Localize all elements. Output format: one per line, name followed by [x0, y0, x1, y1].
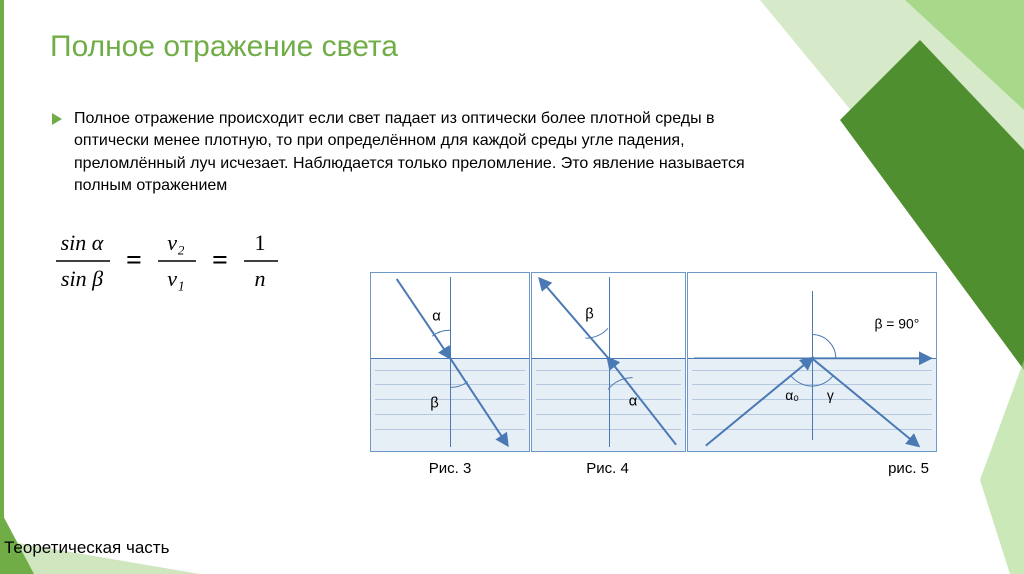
formula-mid-num: v₂ [167, 230, 185, 255]
slide-title: Полное отражение света [50, 30, 974, 64]
formula-rhs-num: 1 [255, 230, 266, 255]
footer-label: Теоретическая часть [4, 538, 169, 558]
bullet-triangle-icon [50, 112, 64, 126]
caption-fig3: Рис. 3 [370, 460, 530, 477]
caption-fig4: Рис. 4 [530, 460, 685, 477]
caption-fig5: рис. 5 [685, 460, 935, 477]
svg-text:=: = [212, 245, 228, 276]
svg-text:α: α [629, 393, 638, 409]
formula-rhs-den: n [255, 266, 266, 291]
svg-text:β: β [430, 395, 439, 411]
svg-text:=: = [126, 245, 142, 276]
svg-text:γ: γ [827, 387, 834, 403]
figure-captions: Рис. 3 Рис. 4 рис. 5 [370, 460, 935, 477]
formula-mid-den: v₁ [167, 266, 184, 291]
bullet-paragraph: Полное отражение происходит если свет па… [50, 108, 770, 198]
formula-lhs-den: sin β [61, 266, 103, 291]
formula-lhs-num: sin α [61, 230, 104, 255]
paragraph-text: Полное отражение происходит если свет па… [74, 108, 770, 198]
formula: sin α sin β = v₂ v₁ = 1 n [52, 224, 974, 303]
svg-text:α₀: α₀ [785, 387, 799, 403]
